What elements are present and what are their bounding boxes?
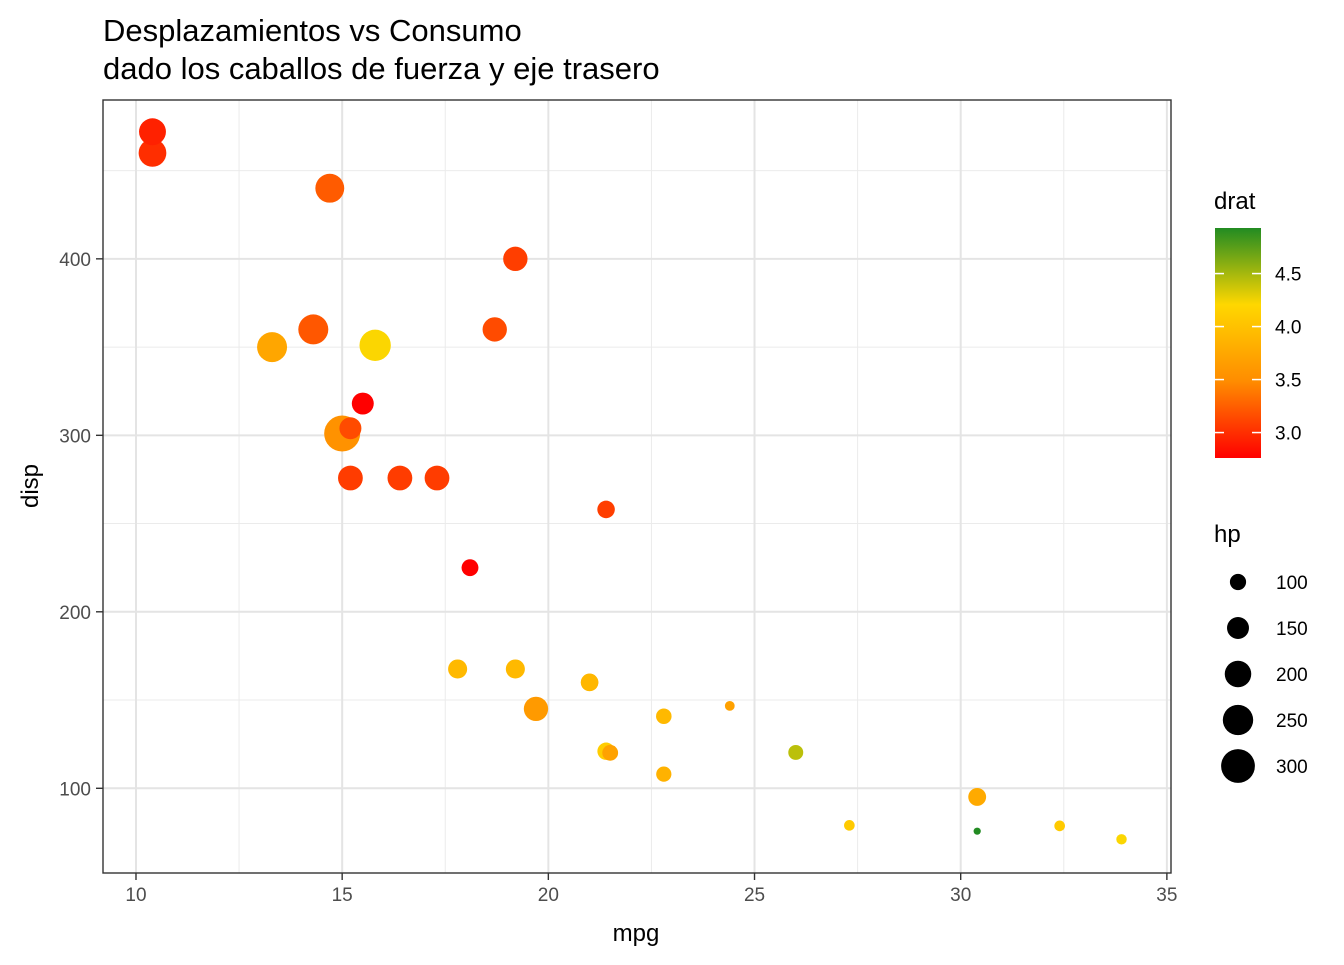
color-legend-label: 4.5 bbox=[1275, 265, 1301, 286]
data-point bbox=[602, 744, 619, 761]
x-tick-label: 15 bbox=[332, 885, 353, 906]
y-tick-label: 300 bbox=[59, 426, 91, 447]
data-point bbox=[656, 766, 672, 782]
x-tick-label: 10 bbox=[125, 885, 146, 906]
color-legend-label: 3.0 bbox=[1275, 424, 1301, 445]
plot-panel-border bbox=[102, 99, 1172, 874]
data-point bbox=[973, 827, 981, 835]
size-legend-key bbox=[1229, 573, 1247, 591]
data-point bbox=[724, 700, 735, 711]
data-point bbox=[482, 317, 507, 342]
x-tick-label: 20 bbox=[538, 885, 559, 906]
x-axis-title: mpg bbox=[613, 920, 660, 947]
data-point bbox=[298, 314, 329, 345]
size-legend-label: 150 bbox=[1276, 619, 1308, 640]
data-point bbox=[503, 246, 528, 272]
size-legend-label: 200 bbox=[1276, 665, 1308, 686]
chart-title-line-2: dado los caballos de fuerza y eje traser… bbox=[103, 51, 660, 86]
size-legend-label: 300 bbox=[1276, 757, 1308, 778]
x-tick-label: 25 bbox=[744, 885, 765, 906]
x-tick-label: 35 bbox=[1156, 885, 1177, 906]
data-points bbox=[138, 118, 1127, 845]
axes: 10 15 20 25 30 35 100 200 300 400 bbox=[59, 250, 1177, 906]
size-legend-label: 250 bbox=[1276, 711, 1308, 732]
color-legend-title: drat bbox=[1214, 188, 1256, 215]
data-point bbox=[505, 659, 525, 679]
size-legend-key bbox=[1221, 749, 1255, 783]
color-legend-ticks: 3.0 3.5 4.0 4.5 bbox=[1215, 265, 1301, 445]
data-point bbox=[359, 329, 391, 361]
size-legend-key bbox=[1222, 704, 1254, 736]
data-point bbox=[351, 392, 374, 415]
size-legend-label: 100 bbox=[1276, 573, 1308, 594]
data-point bbox=[597, 500, 615, 519]
data-point bbox=[139, 118, 166, 146]
data-point bbox=[968, 787, 987, 806]
color-legend-label: 3.5 bbox=[1275, 371, 1301, 392]
y-axis-title: disp bbox=[17, 464, 44, 508]
y-tick-label: 400 bbox=[59, 250, 91, 271]
color-legend-label: 4.0 bbox=[1275, 318, 1301, 339]
data-point bbox=[523, 696, 549, 722]
x-tick-label: 30 bbox=[950, 885, 971, 906]
data-point bbox=[844, 820, 855, 831]
y-tick-label: 200 bbox=[59, 603, 91, 624]
size-legend-title: hp bbox=[1214, 521, 1241, 548]
data-point bbox=[1116, 834, 1127, 845]
data-point bbox=[257, 332, 288, 363]
data-point bbox=[424, 465, 450, 491]
data-point bbox=[580, 673, 599, 692]
data-point bbox=[315, 173, 345, 203]
plot-grid bbox=[103, 100, 1171, 873]
data-point bbox=[138, 139, 167, 167]
data-point bbox=[339, 417, 362, 440]
size-legend-key bbox=[1227, 617, 1249, 639]
data-point bbox=[461, 559, 479, 577]
color-legend-bar bbox=[1215, 228, 1261, 458]
data-point bbox=[338, 465, 363, 491]
data-point bbox=[448, 659, 468, 679]
size-legend-key bbox=[1224, 660, 1252, 688]
size-legend-keys: 100 150 200 250 300 bbox=[1221, 573, 1308, 783]
color-legend: drat 3.0 3.5 4.0 4.5 bbox=[1214, 188, 1301, 458]
data-point bbox=[656, 708, 672, 725]
data-point bbox=[387, 465, 413, 491]
data-point bbox=[788, 744, 804, 760]
chart-title-line-1: Desplazamientos vs Consumo bbox=[103, 13, 522, 48]
data-point bbox=[1054, 820, 1065, 832]
y-tick-label: 100 bbox=[59, 779, 91, 800]
size-legend: hp 100 150 200 250 300 bbox=[1214, 521, 1308, 783]
